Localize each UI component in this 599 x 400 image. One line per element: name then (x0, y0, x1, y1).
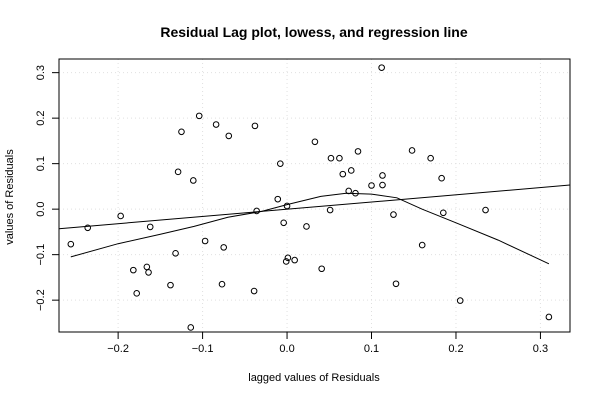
plot-frame (58, 58, 571, 333)
data-point (318, 265, 325, 273)
data-point (146, 223, 154, 231)
x-tick-label: −0.2 (107, 343, 129, 355)
data-point (440, 209, 447, 217)
data-point (84, 224, 92, 232)
regression-line (58, 184, 571, 230)
x-tick-label: 0.1 (364, 343, 379, 355)
data-point (276, 160, 284, 167)
data-point (212, 121, 220, 128)
data-point (339, 170, 347, 178)
x-tick-label: 0.2 (448, 343, 463, 355)
y-tick-label: −0.2 (35, 289, 47, 311)
data-point (220, 244, 228, 251)
x-tick-label: −0.1 (192, 343, 214, 355)
data-point (427, 154, 434, 162)
data-point (347, 167, 355, 174)
data-point (482, 206, 489, 214)
data-point (218, 280, 226, 288)
y-tick-label: 0.1 (35, 156, 47, 171)
data-point (438, 174, 445, 182)
data-point (280, 219, 287, 227)
data-point (167, 281, 174, 289)
y-tick-label: 0.3 (35, 65, 47, 80)
data-point (225, 132, 233, 140)
fit-lines (58, 184, 571, 265)
data-point (250, 287, 258, 295)
y-axis: −0.2 −0.1 0.0 0.1 0.2 0.3 (35, 65, 59, 311)
y-axis-label: values of Residuals (4, 149, 16, 245)
x-tick-label: 0.3 (533, 343, 548, 355)
data-point (130, 266, 137, 274)
data-point (189, 177, 197, 184)
data-point (117, 212, 124, 220)
data-point (352, 189, 359, 197)
y-tick-label: 0.0 (35, 202, 47, 217)
data-point (283, 202, 291, 210)
data-point (145, 269, 152, 276)
data-point (291, 256, 298, 264)
data-point (195, 112, 203, 120)
data-point (418, 241, 426, 249)
data-point (187, 324, 195, 331)
data-point (178, 128, 185, 136)
x-axis-label: lagged values of Residuals (248, 372, 380, 384)
data-point (303, 223, 310, 230)
data-point (379, 181, 386, 189)
data-point (311, 138, 319, 146)
data-point (392, 280, 400, 288)
data-point (282, 258, 290, 265)
lowess-line (70, 192, 550, 265)
data-point (368, 182, 375, 189)
data-point (67, 240, 75, 248)
data-point (326, 206, 334, 214)
data-point (143, 263, 151, 271)
y-tick-label: 0.2 (35, 111, 47, 126)
data-point (274, 195, 282, 203)
data-point (201, 237, 209, 245)
data-point (336, 154, 343, 162)
data-point (174, 168, 182, 176)
data-point (284, 254, 292, 262)
data-point (378, 64, 385, 71)
data-point (545, 313, 553, 321)
grid (59, 59, 570, 332)
data-point (345, 187, 353, 195)
data-point (133, 290, 141, 297)
data-point (408, 147, 416, 154)
chart-title: Residual Lag plot, lowess, and regressio… (160, 24, 468, 40)
data-point (456, 297, 464, 304)
data-point (327, 154, 335, 162)
y-tick-label: −0.1 (35, 244, 47, 266)
data-point (354, 148, 362, 155)
data-point (251, 122, 259, 130)
data-point (390, 211, 397, 218)
data-point (253, 207, 260, 215)
x-axis: −0.2 −0.1 0.0 0.1 0.2 0.3 (107, 332, 548, 355)
data-point (379, 172, 386, 179)
data-points (67, 64, 553, 331)
x-tick-label: 0.0 (279, 343, 294, 355)
data-point (172, 249, 179, 257)
